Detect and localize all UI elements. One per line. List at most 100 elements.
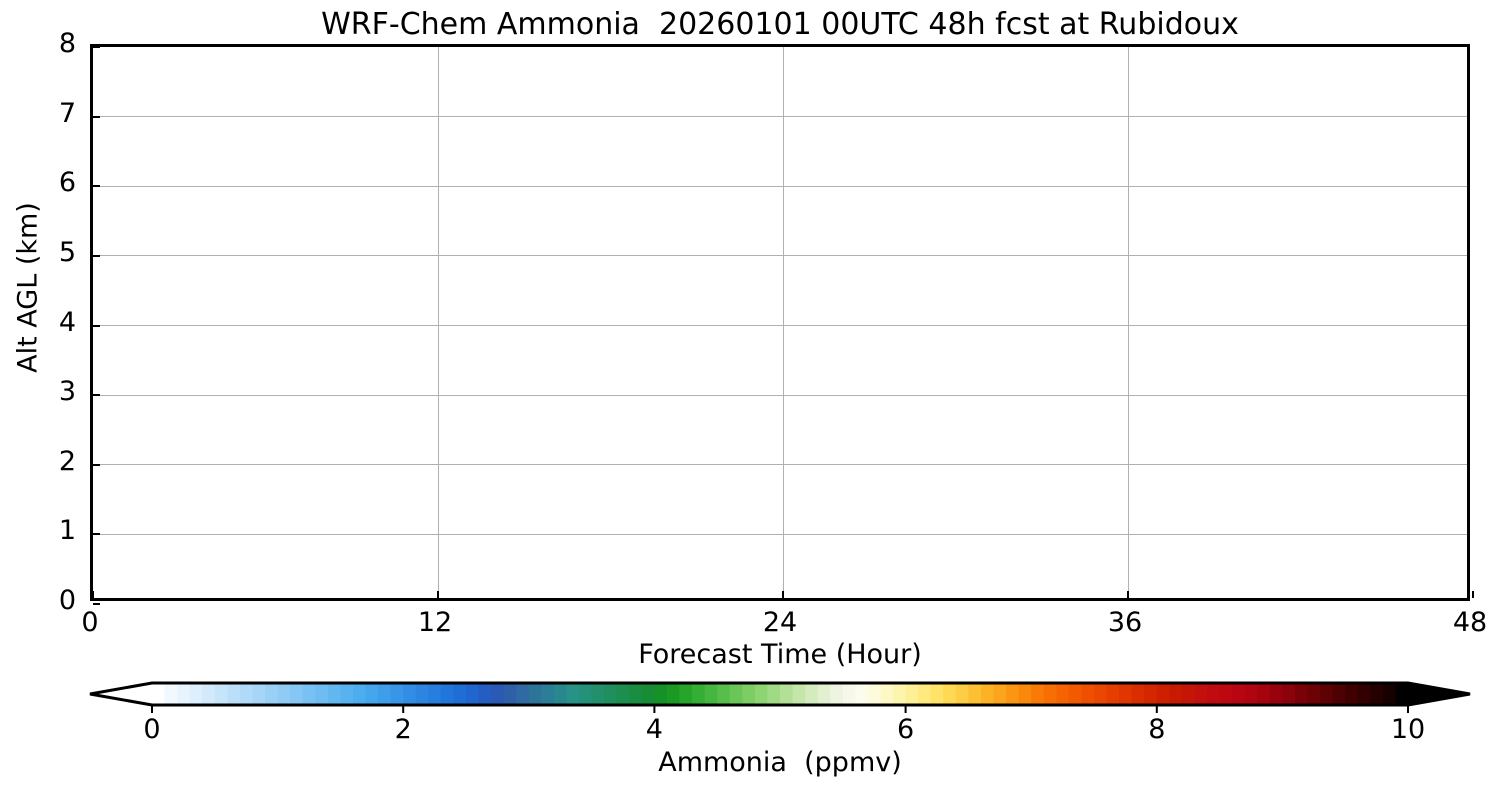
gridline-horizontal bbox=[93, 325, 1467, 326]
gridline-horizontal bbox=[93, 185, 1467, 187]
colorbar-band bbox=[579, 683, 593, 705]
colorbar-band bbox=[453, 683, 467, 705]
colorbar-band bbox=[855, 683, 869, 705]
colorbar-band bbox=[503, 683, 517, 705]
colorbar-band bbox=[742, 683, 756, 705]
colorbar-band bbox=[692, 683, 706, 705]
y-tick-label: 2 bbox=[58, 445, 76, 477]
colorbar-band bbox=[1131, 683, 1145, 705]
colorbar-band bbox=[767, 683, 781, 705]
colorbar-band bbox=[1094, 683, 1108, 705]
colorbar-band bbox=[780, 683, 794, 705]
colorbar-band bbox=[616, 683, 630, 705]
colorbar-band bbox=[679, 683, 693, 705]
colorbar-band bbox=[428, 683, 442, 705]
colorbar-band bbox=[1207, 683, 1221, 705]
colorbar-band bbox=[290, 683, 304, 705]
colorbar-band bbox=[842, 683, 856, 705]
colorbar-band bbox=[905, 683, 919, 705]
colorbar-band bbox=[1232, 683, 1246, 705]
y-tick-mark bbox=[93, 46, 100, 48]
colorbar-band bbox=[830, 683, 844, 705]
colorbar-tick-label: 10 bbox=[1390, 714, 1426, 745]
colorbar-band bbox=[265, 683, 279, 705]
y-tick-mark bbox=[93, 533, 100, 536]
colorbar-band bbox=[440, 683, 455, 705]
y-tick-mark bbox=[93, 115, 100, 118]
y-tick-label: 3 bbox=[58, 376, 76, 408]
gridline-vertical bbox=[1127, 47, 1129, 598]
x-tick-label: 12 bbox=[417, 607, 453, 638]
colorbar-band bbox=[1068, 683, 1083, 705]
colorbar-band bbox=[666, 683, 681, 705]
colorbar-band bbox=[880, 683, 894, 705]
colorbar-band bbox=[1219, 683, 1233, 705]
colorbar-band bbox=[466, 683, 480, 705]
gridline-horizontal bbox=[93, 464, 1467, 466]
colorbar-band bbox=[1370, 683, 1384, 705]
colorbar-band bbox=[1395, 683, 1409, 705]
y-tick-mark bbox=[93, 254, 100, 257]
colorbar-band bbox=[327, 683, 341, 705]
colorbar-band bbox=[1257, 683, 1271, 705]
colorbar-band bbox=[1244, 683, 1258, 705]
colorbar-band bbox=[629, 683, 643, 705]
colorbar-band bbox=[1332, 683, 1346, 705]
colorbar-band bbox=[214, 683, 228, 705]
y-tick-mark bbox=[93, 324, 100, 327]
colorbar-band bbox=[1043, 683, 1057, 705]
colorbar-band bbox=[1282, 683, 1296, 705]
y-tick-label: 0 bbox=[58, 585, 76, 616]
colorbar-band bbox=[152, 683, 166, 705]
gridline-vertical bbox=[782, 47, 784, 598]
colorbar-band bbox=[1006, 683, 1020, 705]
gridline-horizontal bbox=[93, 533, 1467, 535]
colorbar-band bbox=[1357, 683, 1371, 705]
plot-area bbox=[90, 44, 1474, 605]
colorbar-band bbox=[1181, 683, 1196, 705]
colorbar-band bbox=[252, 683, 266, 705]
x-axis-title: Forecast Time (Hour) bbox=[638, 639, 922, 670]
colorbar-band bbox=[390, 683, 404, 705]
colorbar-title: Ammonia (ppmv) bbox=[658, 747, 902, 778]
gridline-horizontal bbox=[93, 116, 1467, 118]
y-tick-label: 1 bbox=[58, 515, 76, 547]
colorbar-band bbox=[918, 683, 932, 705]
colorbar-band bbox=[1194, 683, 1208, 705]
colorbar-band bbox=[792, 683, 806, 705]
colorbar-tick-label: 6 bbox=[897, 714, 915, 745]
colorbar-band bbox=[415, 683, 429, 705]
y-tick-mark bbox=[93, 185, 100, 188]
x-tick-label: 0 bbox=[81, 607, 99, 638]
colorbar-band bbox=[315, 683, 329, 705]
y-tick-label: 8 bbox=[58, 28, 76, 59]
colorbar-band bbox=[1144, 683, 1158, 705]
colorbar-band bbox=[1031, 683, 1045, 705]
colorbar-band bbox=[1156, 683, 1170, 705]
chart-title: WRF-Chem Ammonia 20260101 00UTC 48h fcst… bbox=[321, 7, 1239, 42]
colorbar-extend-min bbox=[90, 683, 152, 705]
colorbar-band bbox=[943, 683, 957, 705]
colorbar-band bbox=[654, 683, 668, 705]
colorbar-band bbox=[955, 683, 969, 705]
y-axis-title: Alt AGL (km) bbox=[12, 202, 44, 373]
y-tick-label: 4 bbox=[58, 306, 76, 338]
colorbar-band bbox=[968, 683, 982, 705]
colorbar-band bbox=[378, 683, 392, 705]
x-tick-mark bbox=[1127, 591, 1129, 598]
x-tick-mark bbox=[1472, 591, 1474, 598]
colorbar-band bbox=[516, 683, 530, 705]
colorbar-band bbox=[541, 683, 555, 705]
colorbar-band bbox=[1345, 683, 1359, 705]
x-tick-label: 48 bbox=[1452, 607, 1488, 638]
colorbar-band bbox=[1307, 683, 1321, 705]
y-tick-label: 5 bbox=[58, 236, 76, 268]
colorbar-band bbox=[1018, 683, 1032, 705]
colorbar-band bbox=[604, 683, 618, 705]
gridline-horizontal bbox=[93, 255, 1467, 257]
colorbar-band bbox=[202, 683, 216, 705]
colorbar-band bbox=[1269, 683, 1283, 705]
colorbar-band bbox=[164, 683, 178, 705]
colorbar-tick-label: 0 bbox=[143, 714, 161, 745]
